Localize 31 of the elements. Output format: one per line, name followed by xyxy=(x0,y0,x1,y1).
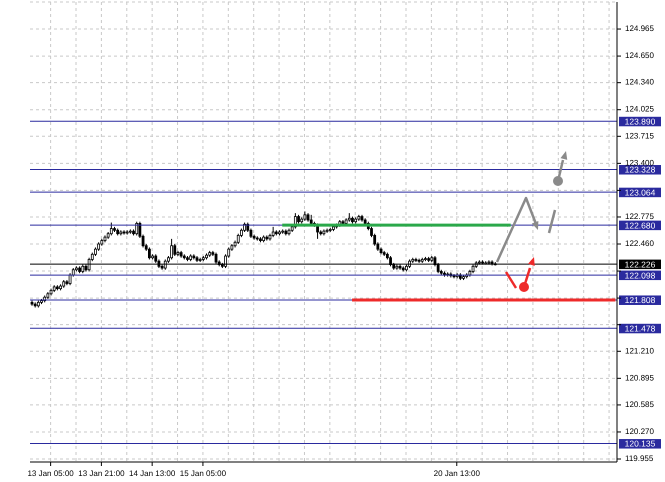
y-tick-label: 124.025 xyxy=(625,104,654,114)
y-tick-label: 124.650 xyxy=(625,51,654,60)
candlestick xyxy=(110,222,113,236)
candlestick xyxy=(303,210,306,222)
ref-line-label: 123.890 xyxy=(624,116,656,126)
ref-line-label: 122.226 xyxy=(624,259,656,270)
y-tick-label: 121.210 xyxy=(625,346,654,356)
candlestick xyxy=(272,226,275,238)
y-tick-label: 123.715 xyxy=(625,131,654,140)
ref-line-label: 122.680 xyxy=(624,220,656,230)
y-tick-label: 120.585 xyxy=(625,400,654,409)
x-tick-label: 20 Jan 13:00 xyxy=(434,469,480,478)
y-tick-label: 119.955 xyxy=(625,454,654,463)
candlestick xyxy=(148,246,151,260)
x-tick-label: 14 Jan 13:00 xyxy=(129,469,176,478)
ref-line-label: 122.098 xyxy=(624,270,656,280)
y-tick-label: 122.460 xyxy=(625,239,654,248)
candlestick xyxy=(170,238,174,260)
ref-line-label: 121.478 xyxy=(624,323,656,334)
y-tick-label: 124.965 xyxy=(625,24,654,34)
y-tick-label: 122.775 xyxy=(625,212,654,221)
x-tick-label: 13 Jan 05:00 xyxy=(27,469,74,478)
x-tick-label: 13 Jan 21:00 xyxy=(78,469,126,478)
y-tick-label: 120.270 xyxy=(625,426,654,436)
y-tick-label: 120.895 xyxy=(625,373,654,382)
ref-line-label: 123.328 xyxy=(624,164,656,175)
ref-line-label: 123.064 xyxy=(624,187,656,198)
ref-line-label: 121.808 xyxy=(624,295,656,306)
y-tick-label: 124.340 xyxy=(625,78,654,87)
x-tick-label: 15 Jan 05:00 xyxy=(180,469,227,478)
ref-line-label: 120.135 xyxy=(624,438,656,449)
